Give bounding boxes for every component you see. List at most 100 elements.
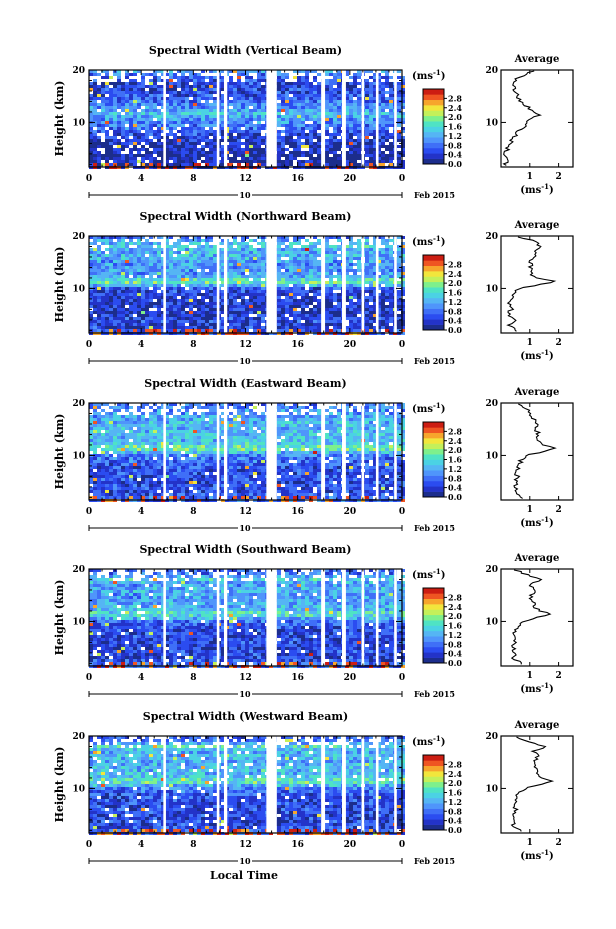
colorbar-unit: (ms-1) — [412, 234, 445, 248]
data-gap — [342, 236, 346, 333]
average-title: Average — [514, 220, 560, 231]
panel-1: Spectral Width (Northward Beam)0 4 8 12 16 20… — [53, 210, 574, 366]
data-gap — [375, 736, 379, 833]
y-tick-label: 10 — [72, 784, 85, 794]
panel-title: Spectral Width (Southward Beam) — [139, 543, 351, 556]
data-gap — [361, 236, 365, 333]
panel-4: Spectral Width (Westward Beam)0 4 8 12 16 20 0… — [53, 710, 574, 866]
x-tick-label: 0 — [399, 174, 405, 184]
data-gap — [321, 569, 326, 666]
colorbar-tick-label: 1.2 — [448, 297, 462, 307]
data-gap — [342, 70, 346, 167]
colorbar-tick-label: 2.4 — [448, 602, 462, 612]
y-tick-label: 20 — [72, 399, 85, 409]
date-label: Feb 2015 — [414, 523, 455, 533]
x-tick-label: 12 — [239, 507, 252, 517]
heatmap — [89, 70, 405, 169]
data-gap — [266, 736, 277, 833]
data-gap — [394, 70, 397, 167]
data-gap — [321, 70, 326, 167]
data-gap — [216, 236, 220, 333]
colorbar-tick-label: 2.4 — [448, 103, 462, 113]
colorbar-unit: (ms-1) — [412, 401, 445, 415]
colorbar-tick-label: 2.4 — [448, 436, 462, 446]
colorbar-tick-label: 1.6 — [448, 788, 462, 798]
panel-0: Spectral Width (Vertical Beam)0 4 8 12 16 20 0… — [53, 44, 574, 200]
colorbar-tick-label: 2.0 — [448, 445, 462, 455]
data-gap — [163, 736, 166, 833]
x-tick-label: 0 — [399, 340, 405, 350]
x-tick-label: 20 — [344, 340, 357, 350]
data-gap — [321, 736, 326, 833]
data-gap — [394, 736, 397, 833]
heatmap — [89, 736, 405, 835]
y-axis-label: Height (km) — [53, 747, 66, 823]
colorbar: 0.00.40.81.21.62.02.42.8 — [422, 587, 462, 668]
colorbar: 0.00.40.81.21.62.02.42.8 — [422, 421, 462, 502]
avg-x-tick-label: 2 — [555, 671, 561, 681]
avg-x-tick-label: 1 — [527, 838, 533, 848]
colorbar-unit: (ms-1) — [412, 734, 445, 748]
average-profile-plot: Average 1 2 10 20 (ms-1) — [485, 220, 574, 362]
data-gap — [394, 236, 397, 333]
colorbar-tick-label: 0.4 — [448, 316, 462, 326]
colorbar-tick-label: 2.8 — [448, 592, 462, 602]
x-tick-label: 4 — [138, 507, 144, 517]
y-tick-label: 20 — [72, 66, 85, 76]
panel-title: Spectral Width (Westward Beam) — [143, 710, 348, 723]
colorbar-tick-label: 2.4 — [448, 269, 462, 279]
average-title: Average — [514, 387, 560, 398]
x-tick-label: 0 — [86, 673, 92, 683]
date-marker: 10 — [239, 190, 251, 200]
data-gap — [223, 70, 228, 167]
x-tick-label: 16 — [291, 673, 304, 683]
data-gap — [361, 70, 365, 167]
panel-3: Spectral Width (Southward Beam)0 4 8 12 16 20… — [53, 543, 574, 699]
heatmap — [89, 236, 405, 335]
data-gap — [163, 569, 166, 666]
colorbar-tick-label: 0.0 — [448, 492, 462, 502]
colorbar-tick-label: 2.0 — [448, 278, 462, 288]
colorbar-tick-label: 1.2 — [448, 797, 462, 807]
panel-2: Spectral Width (Eastward Beam)0 4 8 12 16 20 0… — [53, 377, 574, 533]
avg-y-tick-label: 10 — [485, 451, 498, 461]
date-marker: 10 — [239, 689, 251, 699]
avg-x-tick-label: 2 — [555, 338, 561, 348]
data-gap — [321, 403, 326, 500]
data-gap — [216, 569, 220, 666]
panel-title: Spectral Width (Northward Beam) — [140, 210, 352, 223]
data-gap — [216, 70, 220, 167]
avg-x-tick-label: 1 — [527, 671, 533, 681]
colorbar-tick-label: 0.4 — [448, 150, 462, 160]
data-gap — [394, 569, 397, 666]
data-gap — [375, 236, 379, 333]
data-gap — [342, 736, 346, 833]
heatmap — [89, 569, 405, 668]
avg-y-tick-label: 20 — [485, 732, 498, 742]
colorbar-tick-label: 1.2 — [448, 464, 462, 474]
average-profile-plot: Average 1 2 10 20 (ms-1) — [485, 553, 574, 695]
colorbar-tick-label: 1.6 — [448, 455, 462, 465]
x-tick-label: 16 — [291, 507, 304, 517]
date-label: Feb 2015 — [414, 190, 455, 200]
x-tick-label: 12 — [239, 174, 252, 184]
data-gap — [361, 403, 365, 500]
x-tick-label: 4 — [138, 174, 144, 184]
y-axis-label: Height (km) — [53, 247, 66, 323]
avg-x-unit: (ms-1) — [520, 848, 553, 862]
x-tick-label: 8 — [190, 174, 196, 184]
y-axis-label: Height (km) — [53, 81, 66, 157]
colorbar-tick-label: 0.0 — [448, 159, 462, 169]
x-tick-label: 8 — [190, 340, 196, 350]
colorbar-tick-label: 2.8 — [448, 259, 462, 269]
colorbar-tick-label: 0.8 — [448, 306, 462, 316]
data-gap — [216, 403, 220, 500]
date-marker: 10 — [239, 856, 251, 866]
heatmap — [89, 403, 405, 502]
y-tick-label: 10 — [72, 284, 85, 294]
y-tick-label: 10 — [72, 617, 85, 627]
colorbar-tick-label: 2.8 — [448, 426, 462, 436]
x-tick-label: 0 — [399, 507, 405, 517]
avg-y-tick-label: 20 — [485, 232, 498, 242]
x-tick-label: 12 — [239, 840, 252, 850]
